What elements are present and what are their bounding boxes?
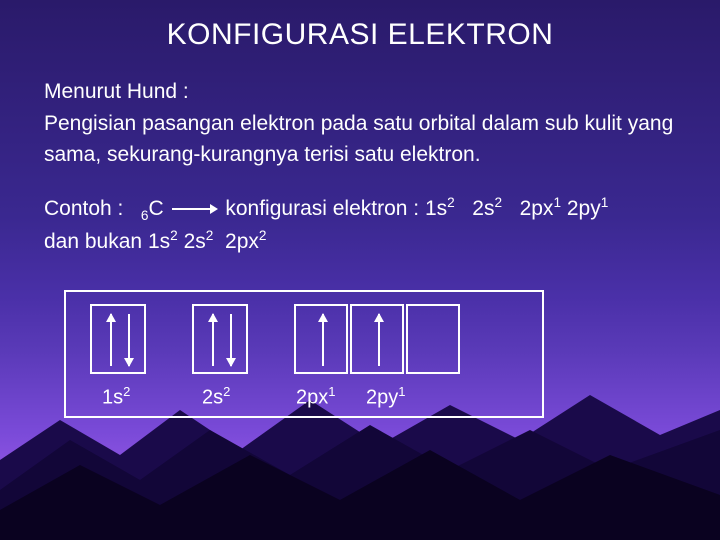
orbital-label-px: 2px1 — [296, 384, 335, 410]
orbital-box-px — [294, 304, 348, 374]
contoh-label: Contoh : — [44, 197, 123, 220]
spin-down-arrow — [230, 314, 232, 366]
hund-heading: Menurut Hund : — [44, 80, 189, 103]
wrong-2px: 2px2 — [225, 230, 266, 253]
arrow-right-icon — [172, 202, 218, 216]
page-title: KONFIGURASI ELEKTRON — [0, 18, 720, 52]
element-symbol: C — [149, 197, 164, 220]
atomic-number: 6 — [141, 208, 149, 223]
spin-down-arrow — [128, 314, 130, 366]
hund-rule-paragraph: Menurut Hund : Pengisian pasangan elektr… — [44, 76, 684, 171]
example-paragraph: Contoh : 6C konfigurasi elektron : 1s2 2… — [44, 193, 684, 258]
orbital-label-s2: 2s2 — [202, 384, 230, 410]
orbital-box-py — [350, 304, 404, 374]
wrong-2s: 2s2 — [184, 230, 214, 253]
cfg-2s: 2s2 — [472, 197, 502, 220]
wrong-1s: 1s2 — [148, 230, 178, 253]
cfg-1s: 1s2 — [425, 197, 455, 220]
spin-up-arrow — [110, 314, 112, 366]
orbital-box-s1 — [90, 304, 146, 374]
orbital-diagram: 1s2 2s2 2px1 2py1 — [64, 290, 720, 418]
orbital-box-pz — [406, 304, 460, 374]
orbital-label-py: 2py1 — [366, 384, 405, 410]
hund-rule-text: Pengisian pasangan elektron pada satu or… — [44, 112, 673, 167]
orbital-label-s1: 1s2 — [102, 384, 130, 410]
spin-up-arrow — [212, 314, 214, 366]
body-text: Menurut Hund : Pengisian pasangan elektr… — [44, 76, 684, 258]
orbital-box-s2 — [192, 304, 248, 374]
spin-up-arrow — [378, 314, 380, 366]
config-label: konfigurasi elektron : — [225, 197, 419, 220]
orbital-panel: 1s2 2s2 2px1 2py1 — [64, 290, 544, 418]
cfg-2px: 2px1 — [520, 197, 561, 220]
spin-up-arrow — [322, 314, 324, 366]
cfg-2py: 2py1 — [567, 197, 608, 220]
bukan-label: dan bukan — [44, 230, 142, 253]
